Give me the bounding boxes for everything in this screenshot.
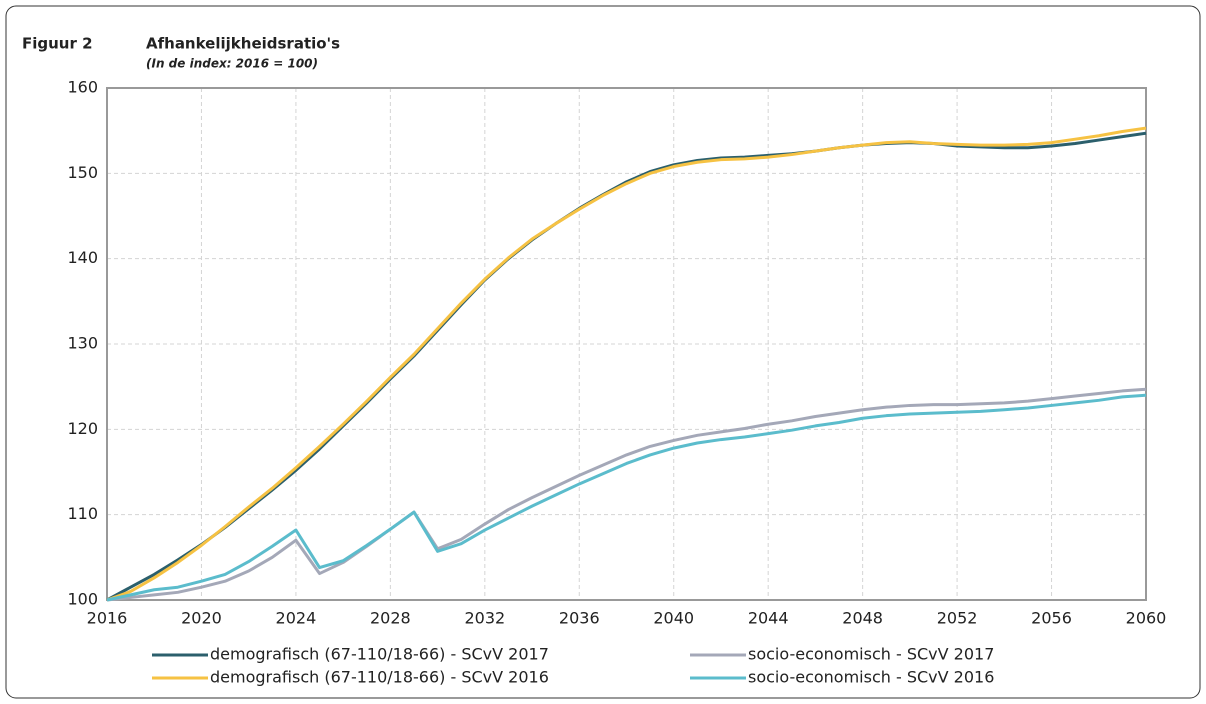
x-tick-label: 2024 [276, 609, 317, 628]
legend-label: demografisch (67-110/18-66) - SCvV 2016 [210, 668, 549, 687]
legend-label: demografisch (67-110/18-66) - SCvV 2017 [210, 645, 549, 664]
x-tick-label: 2028 [370, 609, 411, 628]
series-line [106, 131, 1147, 602]
y-tick-label: 140 [67, 248, 98, 267]
legend-label: socio-economisch - SCvV 2016 [748, 668, 994, 687]
x-tick-label: 2016 [87, 609, 128, 628]
x-tick-label: 2040 [653, 609, 694, 628]
legend-label: socio-economisch - SCvV 2017 [748, 645, 994, 664]
series-line [106, 126, 1147, 602]
x-tick-label: 2060 [1126, 609, 1167, 628]
frame [5, 5, 1201, 699]
series-line [106, 387, 1147, 602]
y-tick-label: 100 [67, 590, 98, 609]
plot-frame [106, 87, 1147, 601]
x-tick-label: 2048 [842, 609, 883, 628]
x-tick-label: 2052 [937, 609, 978, 628]
y-tick-label: 120 [67, 419, 98, 438]
y-tick-label: 150 [67, 163, 98, 182]
y-tick-label: 110 [67, 504, 98, 523]
chart-title: Afhankelijkheidsratio's [146, 35, 340, 53]
x-tick-label: 2020 [181, 609, 222, 628]
x-tick-label: 2036 [559, 609, 600, 628]
figure-label: Figuur 2 [22, 35, 93, 53]
x-tick-label: 2032 [464, 609, 505, 628]
y-tick-label: 160 [67, 78, 98, 97]
x-tick-label: 2056 [1031, 609, 1072, 628]
series-line [106, 393, 1147, 602]
y-tick-label: 130 [67, 334, 98, 353]
chart-subtitle: (In de index: 2016 = 100) [146, 57, 318, 71]
x-tick-label: 2044 [748, 609, 789, 628]
